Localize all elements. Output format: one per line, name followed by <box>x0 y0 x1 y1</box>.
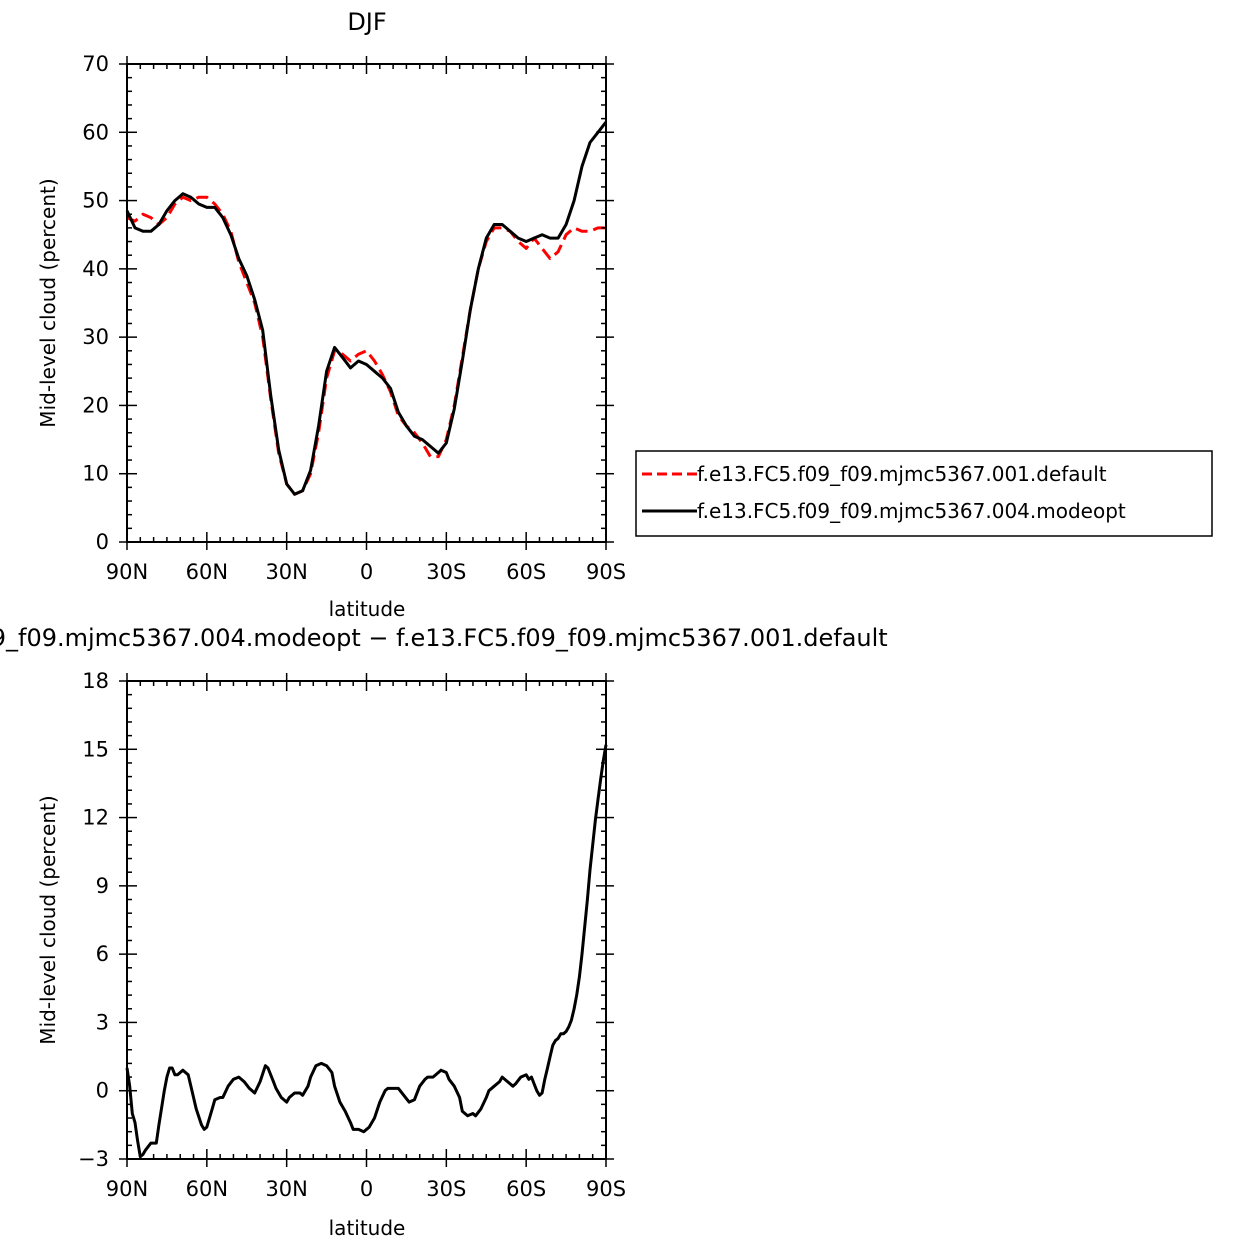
bottom-x-tick-label: 90N <box>106 1177 148 1201</box>
top-x-tick-label: 90N <box>106 560 148 584</box>
top-series-line-1 <box>125 121 608 496</box>
bottom-y-tick-label: −3 <box>78 1147 109 1171</box>
top-series-line-0 <box>126 195 606 496</box>
top-ticks <box>119 56 614 550</box>
bottom-x-tick-label: 90S <box>586 1177 626 1201</box>
top-plot-lines <box>125 121 608 496</box>
top-chart-title: DJF <box>347 8 386 36</box>
bottom-x-tick-labels: 90N 60N 30N 0 30S 60S 90S <box>106 1177 626 1201</box>
top-x-tick-label: 60N <box>186 560 228 584</box>
bottom-y-tick-label: 15 <box>82 737 109 761</box>
bottom-x-tick-label: 30S <box>426 1177 466 1201</box>
bottom-y-tick-label: 0 <box>96 1079 109 1103</box>
top-y-tick-label: 40 <box>82 257 109 281</box>
top-y-tick-label: 0 <box>96 530 109 554</box>
top-y-tick-label: 20 <box>82 393 109 417</box>
bottom-x-tick-label: 30N <box>265 1177 307 1201</box>
top-y-axis-label: Mid-level cloud (percent) <box>36 178 60 427</box>
bottom-y-tick-label: 12 <box>82 806 109 830</box>
legend-label-modeopt: f.e13.FC5.f09_f09.mjmc5367.004.modeopt <box>697 499 1126 523</box>
top-plot-frame <box>126 63 607 543</box>
top-panel: DJF 90N 60N 30N 0 30S 60S 90S 010203040506070 … <box>36 8 626 621</box>
bottom-chart-title: f.e13.FC5.f09_f09.mjmc5367.004.modeopt −… <box>0 624 888 652</box>
bottom-y-tick-label: 3 <box>96 1010 109 1034</box>
legend-label-default: f.e13.FC5.f09_f09.mjmc5367.001.default <box>697 462 1107 486</box>
top-x-tick-label: 90S <box>586 560 626 584</box>
bottom-x-tick-label: 60S <box>506 1177 546 1201</box>
bottom-y-tick-label: 18 <box>82 669 109 693</box>
top-x-tick-label: 30N <box>265 560 307 584</box>
legend: f.e13.FC5.f09_f09.mjmc5367.001.default f… <box>635 450 1213 537</box>
top-y-tick-label: 50 <box>82 189 109 213</box>
top-x-axis-label: latitude <box>329 597 406 621</box>
top-y-tick-label: 30 <box>82 325 109 349</box>
bottom-x-axis-label: latitude <box>329 1216 406 1240</box>
bottom-y-tick-label: 9 <box>96 874 109 898</box>
top-x-tick-label: 0 <box>360 560 373 584</box>
top-y-tick-label: 70 <box>82 52 109 76</box>
top-y-tick-label: 60 <box>82 120 109 144</box>
bottom-panel: f.e13.FC5.f09_f09.mjmc5367.004.modeopt −… <box>0 624 888 1240</box>
top-y-tick-label: 10 <box>82 462 109 486</box>
bottom-series-line-0 <box>125 744 608 1159</box>
top-x-tick-label: 30S <box>426 560 466 584</box>
bottom-ticks <box>119 673 614 1167</box>
top-y-tick-labels: 0 10 20 30 40 50 60 70 <box>82 52 109 554</box>
legend-box <box>635 450 1213 537</box>
bottom-x-tick-label: 60N <box>186 1177 228 1201</box>
bottom-y-tick-label: 6 <box>96 942 109 966</box>
top-x-tick-label: 60S <box>506 560 546 584</box>
bottom-y-axis-label: Mid-level cloud (percent) <box>36 795 60 1044</box>
bottom-x-tick-label: 0 <box>360 1177 373 1201</box>
top-x-tick-labels: 90N 60N 30N 0 30S 60S 90S <box>106 560 626 584</box>
bottom-plot-lines <box>125 744 608 1159</box>
bottom-y-tick-labels: −3 0 3 6 9 12 15 18 <box>78 669 109 1171</box>
